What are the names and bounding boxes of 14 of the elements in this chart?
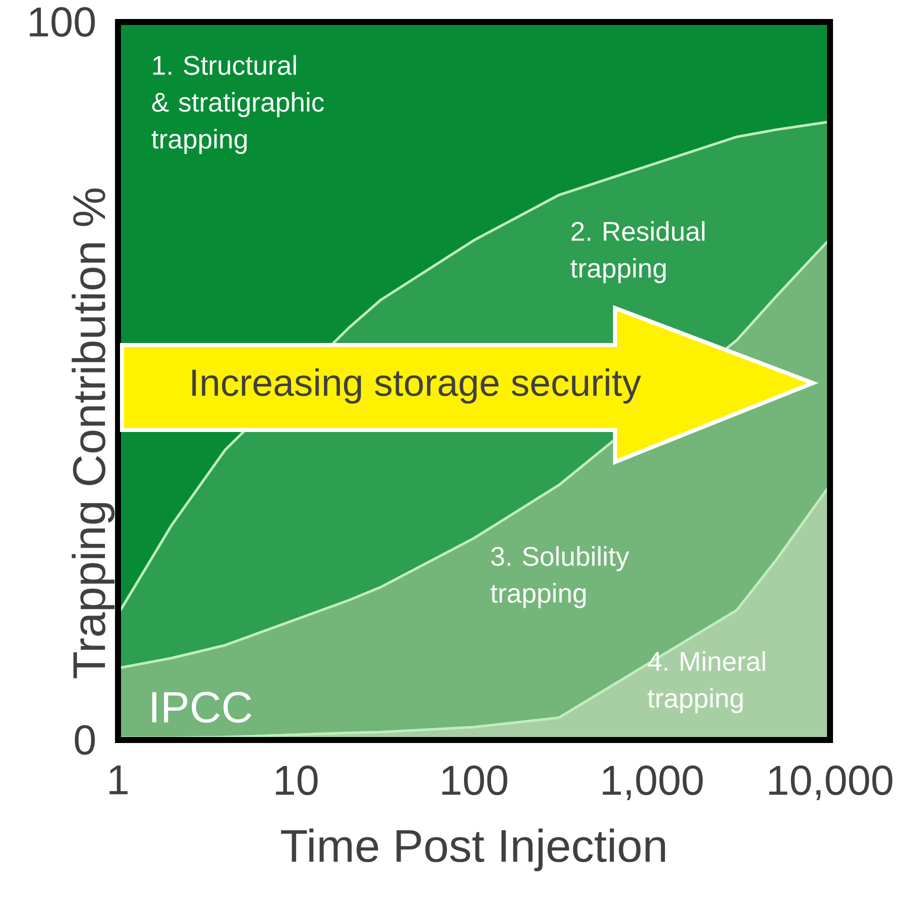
series-label: 1. Structural & stratigraphic trapping — [152, 55, 324, 154]
x-tick-label: 1 — [110, 766, 128, 794]
annotation: Increasing storage security — [192, 368, 642, 404]
series-label: 3. Solubility trapping — [490, 546, 630, 608]
series-label: 2. Residual trapping — [570, 221, 704, 284]
annotation: IPCC — [152, 692, 252, 723]
x-tick-label: 1,000 — [602, 766, 703, 800]
x-tick-label: 10,000 — [769, 766, 892, 800]
x-tick-label: 10 — [276, 766, 318, 796]
y-tick-label: 0 — [74, 725, 95, 755]
x-tick-label: 100 — [442, 766, 508, 796]
y-axis-title: Trapping Contribution % — [72, 188, 114, 678]
x-axis-title: Time Post Injection — [281, 828, 665, 872]
series-label: 4. Mineral trapping — [648, 651, 765, 714]
